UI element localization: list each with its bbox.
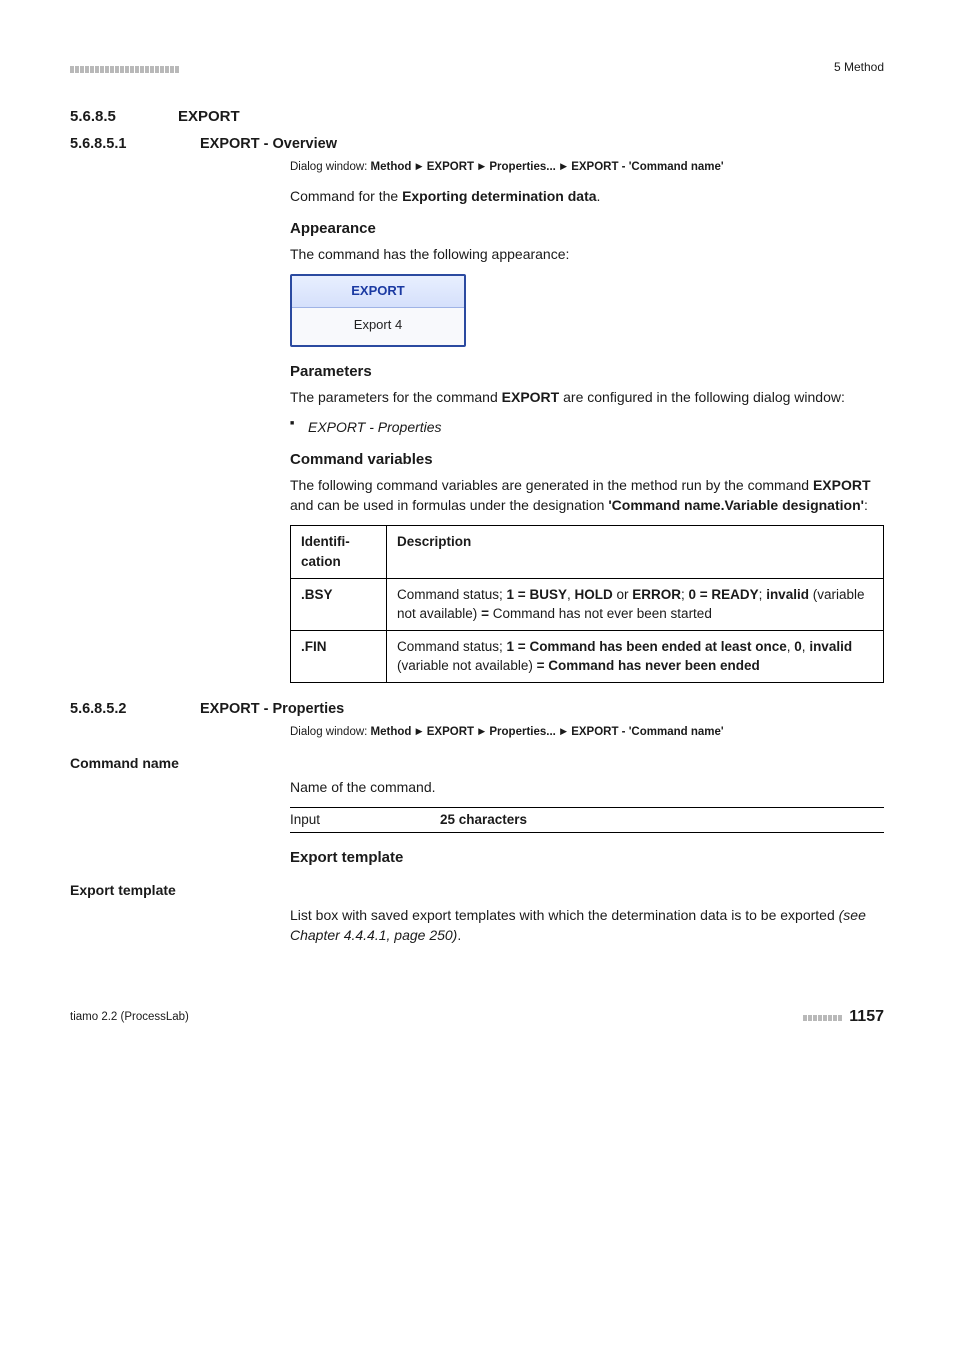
dialog-prefix: Dialog window: bbox=[290, 726, 371, 738]
footer-page: 1157 bbox=[803, 1005, 884, 1028]
crumb: Properties... bbox=[489, 726, 555, 738]
heading-parameters: Parameters bbox=[290, 361, 884, 383]
header-ornament bbox=[70, 58, 180, 78]
dialog-breadcrumb: Dialog window: Method ▶ EXPORT ▶ Propert… bbox=[290, 159, 884, 176]
chapter-reference: 5 Method bbox=[834, 59, 884, 76]
text: The following command variables are gene… bbox=[290, 477, 813, 493]
cell-id: .BSY bbox=[291, 578, 387, 630]
chevron-right-icon: ▶ bbox=[559, 726, 568, 736]
field-label-command-name: Command name bbox=[70, 753, 884, 773]
command-variables-table: Identifi-cation Description .BSYCommand … bbox=[290, 525, 884, 682]
heading-export-template: Export template bbox=[290, 847, 884, 869]
cmdvars-text: The following command variables are gene… bbox=[290, 475, 884, 516]
input-value: 25 characters bbox=[440, 810, 527, 830]
page-number: 1157 bbox=[849, 1005, 884, 1028]
text-bold: = bbox=[481, 606, 489, 621]
text: Command status; bbox=[397, 639, 507, 654]
input-label: Input bbox=[290, 810, 440, 830]
chevron-right-icon: ▶ bbox=[477, 161, 486, 171]
text-bold: Exporting determination data bbox=[402, 188, 596, 204]
chevron-right-icon: ▶ bbox=[559, 161, 568, 171]
text: Command status; bbox=[397, 587, 507, 602]
parameters-list: EXPORT - Properties bbox=[290, 417, 884, 437]
text-bold: 'Command name.Variable designation' bbox=[608, 497, 864, 513]
heading-command-variables: Command variables bbox=[290, 449, 884, 471]
crumb: EXPORT bbox=[427, 161, 474, 173]
text-bold: EXPORT bbox=[502, 389, 560, 405]
command-box-body: Export 4 bbox=[292, 308, 464, 345]
dialog-breadcrumb: Dialog window: Method ▶ EXPORT ▶ Propert… bbox=[290, 724, 884, 741]
text-bold: EXPORT bbox=[813, 477, 871, 493]
text: Identifi-cation bbox=[301, 532, 350, 571]
section-heading: 5.6.8.5 EXPORT bbox=[70, 106, 884, 128]
text: and can be used in formulas under the de… bbox=[290, 497, 608, 513]
text-bold: invalid bbox=[809, 639, 852, 654]
subsection-heading-properties: 5.6.8.5.2 EXPORT - Properties bbox=[70, 699, 884, 720]
chevron-right-icon: ▶ bbox=[415, 161, 424, 171]
table-header-row: Identifi-cation Description bbox=[291, 526, 884, 578]
subsection-number: 5.6.8.5.1 bbox=[70, 134, 200, 155]
command-box-header: EXPORT bbox=[292, 276, 464, 308]
col-header-id: Identifi-cation bbox=[291, 526, 387, 578]
text: The parameters for the command bbox=[290, 389, 502, 405]
text-bold: HOLD bbox=[574, 587, 612, 602]
text-bold: 0 = READY bbox=[689, 587, 759, 602]
text-bold: 1 = BUSY bbox=[507, 587, 567, 602]
page-footer: tiamo 2.2 (ProcessLab) 1157 bbox=[70, 1005, 884, 1028]
chevron-right-icon: ▶ bbox=[415, 726, 424, 736]
text-bold: 0 bbox=[794, 639, 802, 654]
parameters-text: The parameters for the command EXPORT ar… bbox=[290, 387, 884, 407]
crumb: Method bbox=[371, 161, 412, 173]
crumb: EXPORT - 'Command name' bbox=[571, 161, 723, 173]
text: or bbox=[613, 587, 633, 602]
chevron-right-icon: ▶ bbox=[477, 726, 486, 736]
crumb: Method bbox=[371, 726, 412, 738]
text-bold: invalid bbox=[766, 587, 809, 602]
text: : bbox=[864, 497, 868, 513]
subsection-title: EXPORT - Properties bbox=[200, 699, 344, 720]
text-bold: ERROR bbox=[632, 587, 681, 602]
text: . bbox=[597, 188, 601, 204]
col-header-desc: Description bbox=[387, 526, 884, 578]
text: (variable not available) bbox=[397, 658, 537, 673]
list-item: EXPORT - Properties bbox=[290, 417, 884, 437]
dialog-prefix: Dialog window: bbox=[290, 161, 371, 173]
text: Command for the bbox=[290, 188, 402, 204]
crumb: EXPORT bbox=[427, 726, 474, 738]
appearance-text: The command has the following appearance… bbox=[290, 244, 884, 264]
footer-ornament bbox=[803, 1005, 843, 1028]
section-number: 5.6.8.5 bbox=[70, 106, 178, 128]
text: List box with saved export templates wit… bbox=[290, 907, 839, 923]
input-constraint-row: Input 25 characters bbox=[290, 807, 884, 833]
cell-id: .FIN bbox=[291, 630, 387, 682]
text-bold: = Command has never been ended bbox=[537, 658, 760, 673]
section-title: EXPORT bbox=[178, 106, 240, 128]
table-row: .BSYCommand status; 1 = BUSY, HOLD or ER… bbox=[291, 578, 884, 630]
text: . bbox=[457, 927, 461, 943]
subsection-number: 5.6.8.5.2 bbox=[70, 699, 200, 720]
cell-desc: Command status; 1 = Command has been end… bbox=[387, 630, 884, 682]
footer-product: tiamo 2.2 (ProcessLab) bbox=[70, 1009, 189, 1026]
command-name-desc: Name of the command. bbox=[290, 777, 884, 797]
subsection-title: EXPORT - Overview bbox=[200, 134, 337, 155]
text: ; bbox=[681, 587, 689, 602]
text: are configured in the following dialog w… bbox=[559, 389, 845, 405]
text-bold: 1 = Command has been ended at least once bbox=[507, 639, 787, 654]
export-template-desc: List box with saved export templates wit… bbox=[290, 905, 884, 946]
text: Command has not ever been started bbox=[489, 606, 712, 621]
subsection-heading-overview: 5.6.8.5.1 EXPORT - Overview bbox=[70, 134, 884, 155]
crumb: EXPORT - 'Command name' bbox=[571, 726, 723, 738]
heading-appearance: Appearance bbox=[290, 218, 884, 240]
crumb: Properties... bbox=[489, 161, 555, 173]
command-appearance-box: EXPORT Export 4 bbox=[290, 274, 466, 347]
page-header: 5 Method bbox=[70, 58, 884, 78]
table-row: .FINCommand status; 1 = Command has been… bbox=[291, 630, 884, 682]
field-label-export-template: Export template bbox=[70, 880, 884, 900]
cell-desc: Command status; 1 = BUSY, HOLD or ERROR;… bbox=[387, 578, 884, 630]
overview-intro: Command for the Exporting determination … bbox=[290, 186, 884, 206]
